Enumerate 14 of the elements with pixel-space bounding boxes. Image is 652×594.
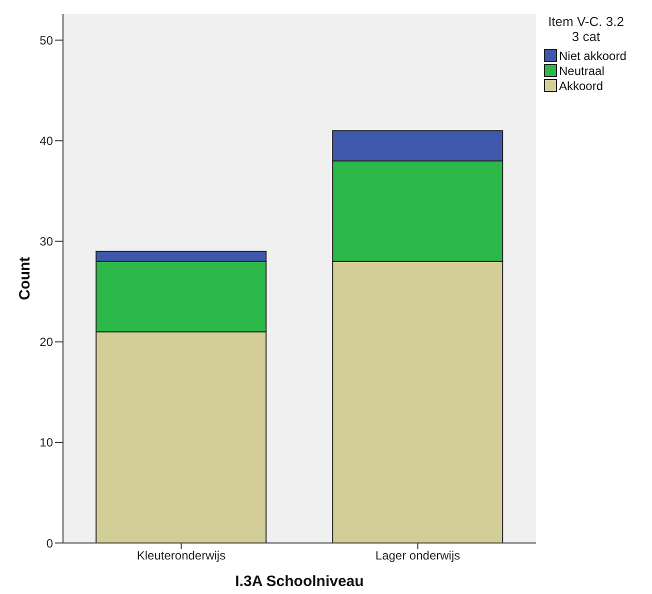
y-tick-label: 30 xyxy=(40,234,54,249)
legend-label: Akkoord xyxy=(559,78,604,92)
y-tick-label: 10 xyxy=(40,436,54,450)
legend-title: Item V-C. 3.2 3 cat xyxy=(547,14,625,44)
x-axis-title: I.3A Schoolniveau xyxy=(235,573,364,590)
x-tick-label: Kleuteronderwijs xyxy=(136,548,226,563)
legend-label: Neutraal xyxy=(559,64,604,78)
y-tick-label: 20 xyxy=(40,335,54,350)
y-tick-label: 50 xyxy=(40,33,54,48)
legend-label: Niet akkoord xyxy=(559,48,626,62)
x-tick-label: Lager onderwijs xyxy=(375,548,460,563)
y-axis-title: Count xyxy=(16,256,34,300)
y-tick-label: 0 xyxy=(46,536,54,550)
y-tick-label: 40 xyxy=(40,134,54,148)
